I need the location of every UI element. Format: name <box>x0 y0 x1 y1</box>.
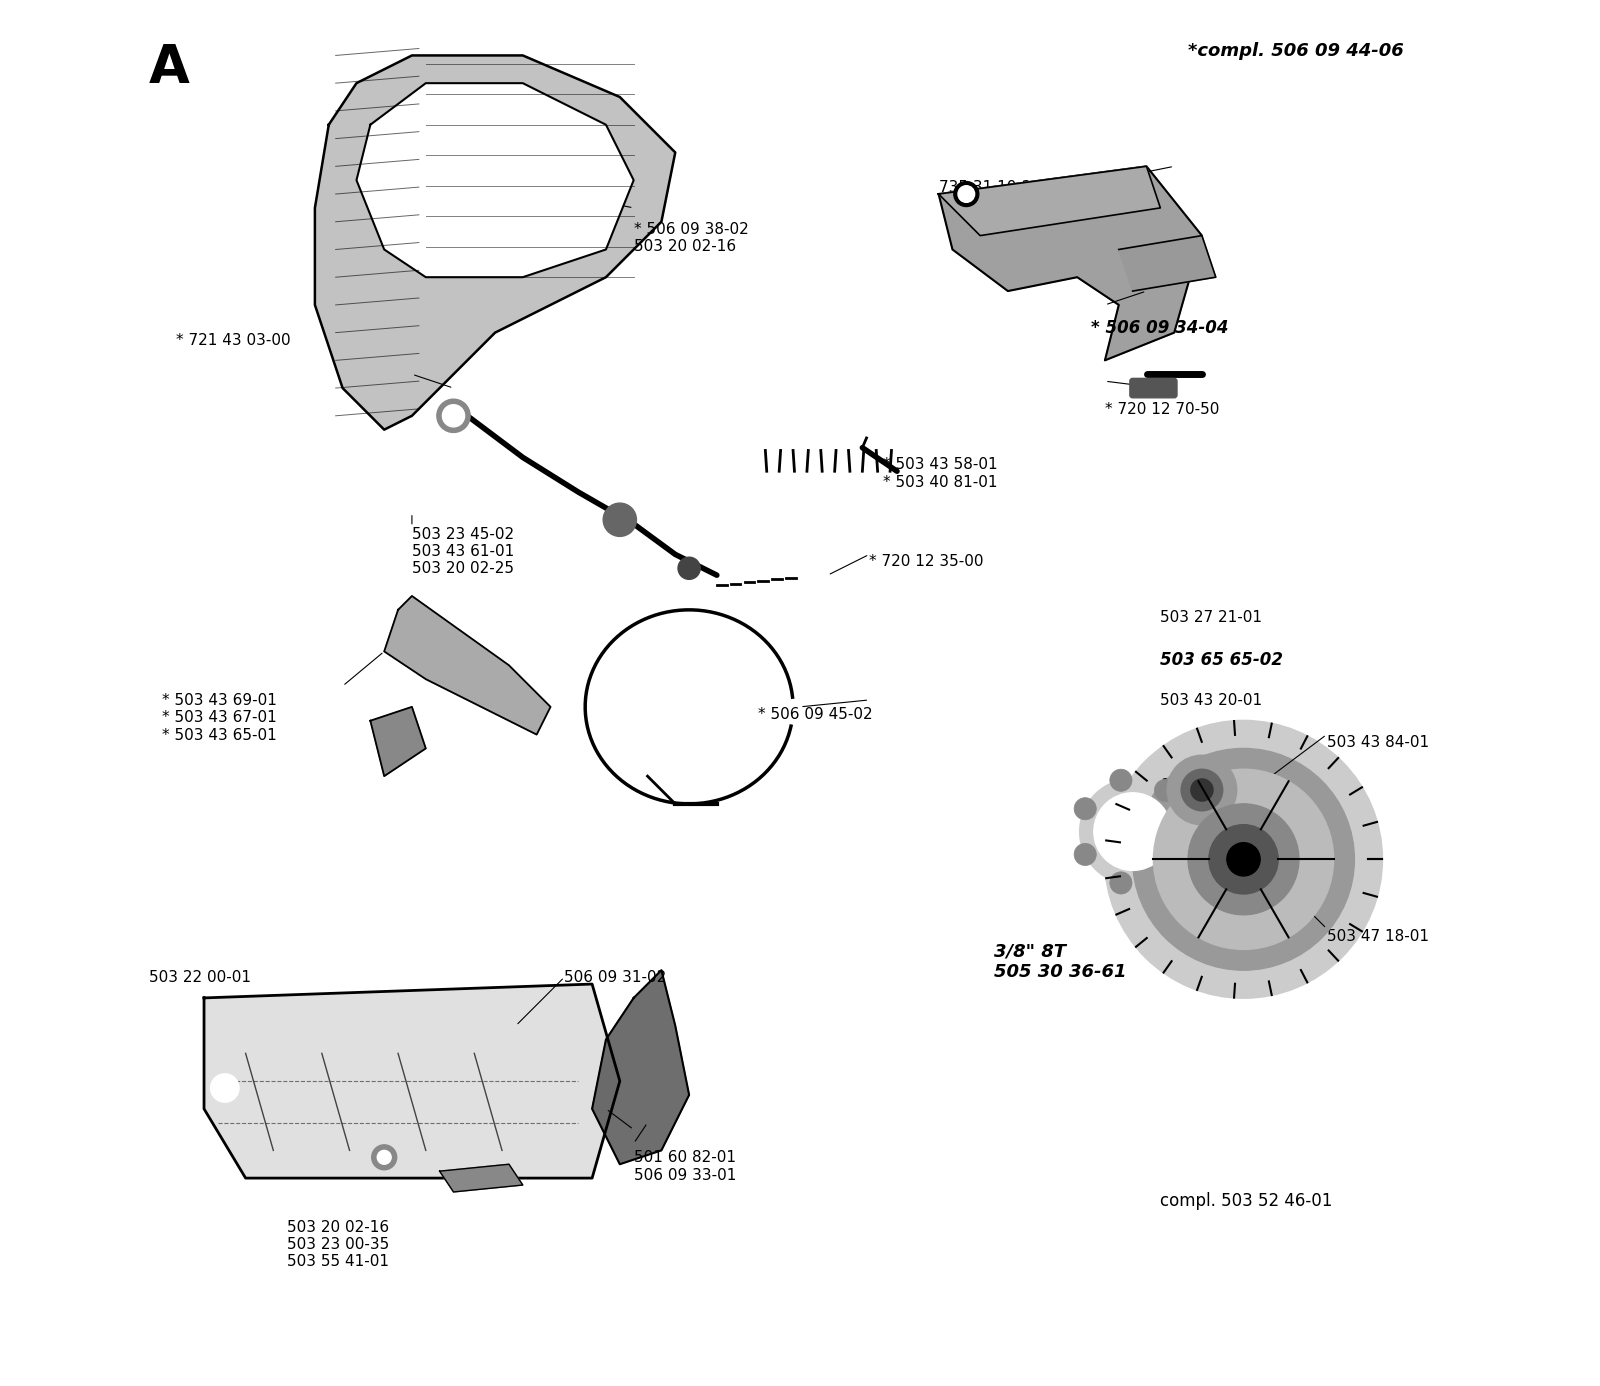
Circle shape <box>371 1145 397 1170</box>
Text: A: A <box>149 42 189 94</box>
Text: * 720 12 35-00: * 720 12 35-00 <box>869 554 984 570</box>
Polygon shape <box>384 596 550 735</box>
Text: 501 59 80-02: 501 59 80-02 <box>1160 832 1262 847</box>
Circle shape <box>1181 769 1222 811</box>
Polygon shape <box>205 984 619 1178</box>
Circle shape <box>1133 748 1354 970</box>
Text: * 720 12 70-50: * 720 12 70-50 <box>1106 402 1219 417</box>
Text: 506 09 31-02: 506 09 31-02 <box>565 970 667 985</box>
Circle shape <box>1174 821 1197 843</box>
Circle shape <box>1110 769 1133 791</box>
Circle shape <box>1106 721 1382 998</box>
Circle shape <box>1080 779 1186 884</box>
Circle shape <box>378 1150 390 1164</box>
FancyBboxPatch shape <box>1130 378 1178 398</box>
Polygon shape <box>370 707 426 776</box>
Circle shape <box>1154 862 1176 884</box>
Text: * 503 43 69-01
* 503 43 67-01
* 503 43 65-01: * 503 43 69-01 * 503 43 67-01 * 503 43 6… <box>163 693 277 743</box>
Circle shape <box>958 186 974 202</box>
Text: * 506 09 45-02: * 506 09 45-02 <box>758 707 874 722</box>
Text: 3/8" 8T
505 30 36-61: 3/8" 8T 505 30 36-61 <box>994 942 1126 981</box>
Circle shape <box>954 182 979 207</box>
Text: 503 43 20-01: 503 43 20-01 <box>1160 693 1262 708</box>
Polygon shape <box>939 166 1202 360</box>
Circle shape <box>1094 793 1171 870</box>
Circle shape <box>1210 825 1278 894</box>
Text: 501 60 82-01
506 09 33-01: 501 60 82-01 506 09 33-01 <box>634 1150 736 1182</box>
Text: * 503 43 58-01
* 503 40 81-01: * 503 43 58-01 * 503 40 81-01 <box>883 457 998 489</box>
Polygon shape <box>939 166 1160 236</box>
Circle shape <box>1110 872 1133 894</box>
Text: 503 43 84-01: 503 43 84-01 <box>1326 735 1429 750</box>
Circle shape <box>678 557 701 579</box>
Circle shape <box>1154 779 1176 801</box>
Text: * 506 09 34-04: * 506 09 34-04 <box>1091 319 1229 337</box>
Polygon shape <box>1118 236 1216 291</box>
Circle shape <box>1074 843 1096 865</box>
Circle shape <box>1190 779 1213 801</box>
Text: 3/8"7T: 3/8"7T <box>1160 776 1226 794</box>
Text: compl. 503 52 46-01: compl. 503 52 46-01 <box>1160 1192 1333 1210</box>
Polygon shape <box>592 970 690 1164</box>
Text: * 506 09 38-02
503 20 02-16: * 506 09 38-02 503 20 02-16 <box>634 222 749 254</box>
Circle shape <box>1168 755 1237 825</box>
Circle shape <box>1189 804 1299 915</box>
Text: 503 27 21-01: 503 27 21-01 <box>1160 610 1262 625</box>
Text: * 721 43 03-00: * 721 43 03-00 <box>176 333 291 348</box>
Circle shape <box>437 399 470 432</box>
Circle shape <box>1174 821 1197 843</box>
Text: *compl. 506 09 44-06: *compl. 506 09 44-06 <box>1189 42 1403 60</box>
Text: 503 22 00-01: 503 22 00-01 <box>149 970 251 985</box>
Circle shape <box>211 1074 238 1102</box>
Circle shape <box>603 503 637 536</box>
Circle shape <box>443 405 464 427</box>
Circle shape <box>1154 769 1334 949</box>
Polygon shape <box>357 83 634 277</box>
Circle shape <box>1074 798 1096 821</box>
Text: 735 31 10-20: 735 31 10-20 <box>939 180 1040 195</box>
Polygon shape <box>440 1164 523 1192</box>
Text: 503 20 02-16
503 23 00-35
503 55 41-01: 503 20 02-16 503 23 00-35 503 55 41-01 <box>286 1220 389 1270</box>
Text: 503 23 45-02
503 43 61-01
503 20 02-25: 503 23 45-02 503 43 61-01 503 20 02-25 <box>411 527 514 577</box>
Text: 503 47 18-01: 503 47 18-01 <box>1326 929 1429 944</box>
Polygon shape <box>315 55 675 430</box>
Circle shape <box>1227 843 1261 876</box>
Text: 503 65 65-02: 503 65 65-02 <box>1160 651 1283 669</box>
